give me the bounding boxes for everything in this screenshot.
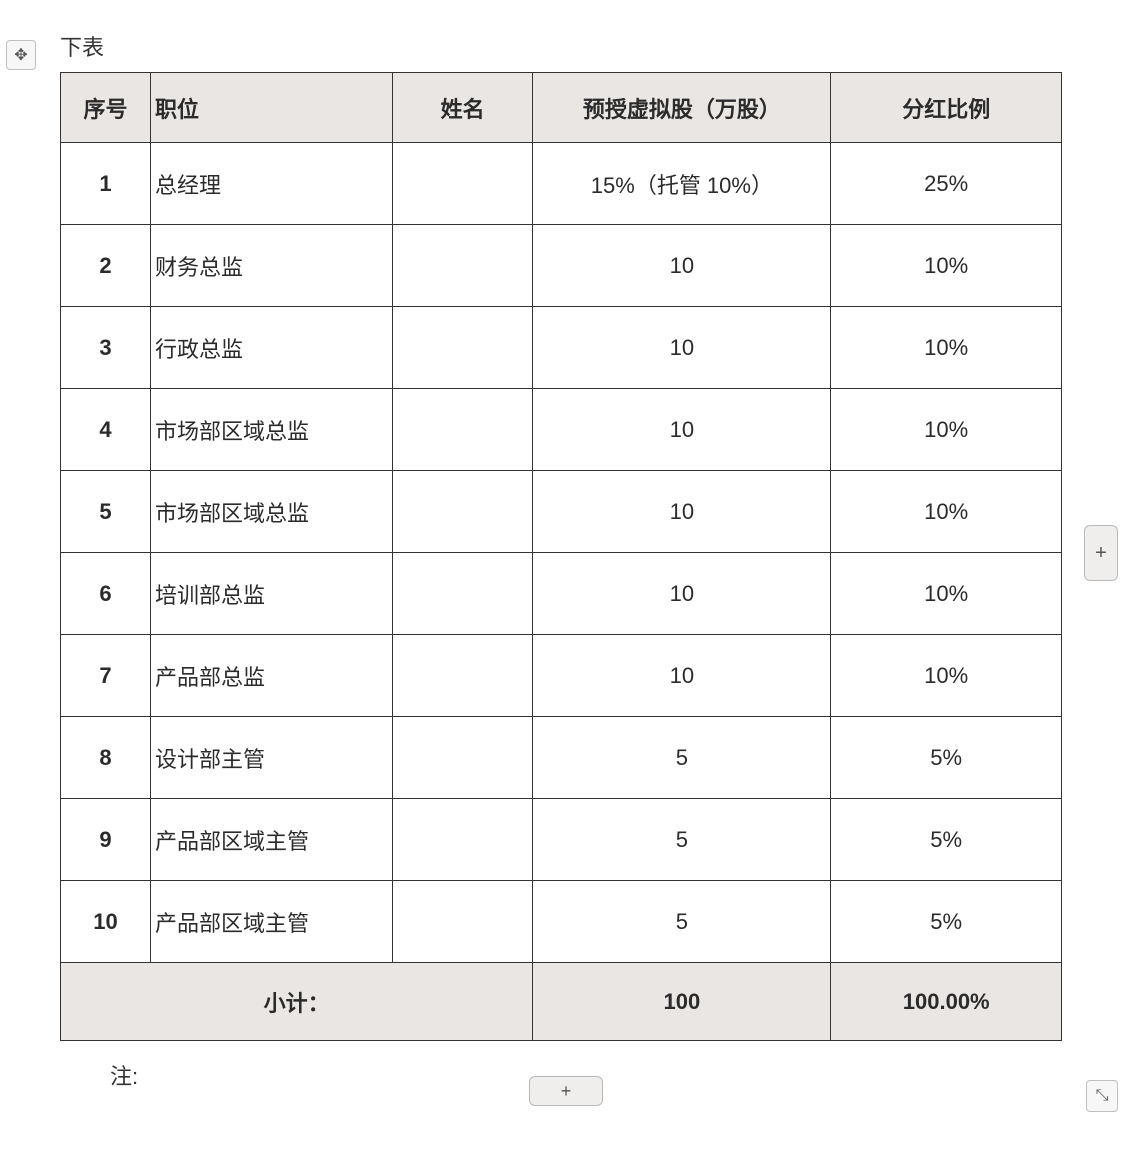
subtotal-shares: 100 [533, 963, 831, 1041]
allocation-table: 序号 职位 姓名 预授虚拟股（万股） 分红比例 1总经理15%（托管 10%）2… [60, 72, 1062, 1041]
table-row: 5市场部区域总监 1010% [61, 471, 1062, 553]
table-row: 1总经理 15%（托管 10%）25% [61, 143, 1062, 225]
cell-shares[interactable]: 10 [533, 307, 831, 389]
cell-name[interactable] [392, 799, 533, 881]
header-seq: 序号 [61, 73, 151, 143]
table-row: 3行政总监 1010% [61, 307, 1062, 389]
cell-ratio[interactable]: 5% [831, 881, 1062, 963]
cell-position[interactable]: 市场部区域总监 [150, 389, 392, 471]
cell-shares[interactable]: 10 [533, 553, 831, 635]
table-row: 7产品部总监 1010% [61, 635, 1062, 717]
cell-ratio[interactable]: 10% [831, 553, 1062, 635]
cell-seq[interactable]: 8 [61, 717, 151, 799]
cell-name[interactable] [392, 307, 533, 389]
cell-name[interactable] [392, 717, 533, 799]
cell-position[interactable]: 产品部区域主管 [150, 881, 392, 963]
cell-position[interactable]: 行政总监 [150, 307, 392, 389]
cell-ratio[interactable]: 10% [831, 389, 1062, 471]
resize-icon: ⤡ [1096, 1087, 1109, 1105]
cell-shares[interactable]: 10 [533, 225, 831, 307]
move-handle-icon[interactable]: ✥ [6, 40, 36, 70]
subtotal-row: 小计：100100.00% [61, 963, 1062, 1041]
cell-ratio[interactable]: 10% [831, 471, 1062, 553]
cell-shares[interactable]: 10 [533, 635, 831, 717]
subtotal-label: 小计： [61, 963, 533, 1041]
cell-ratio[interactable]: 25% [831, 143, 1062, 225]
cell-position[interactable]: 设计部主管 [150, 717, 392, 799]
cell-position[interactable]: 总经理 [150, 143, 392, 225]
cell-name[interactable] [392, 389, 533, 471]
cell-seq[interactable]: 2 [61, 225, 151, 307]
cell-position[interactable]: 产品部总监 [150, 635, 392, 717]
move-icon: ✥ [14, 45, 27, 65]
cell-shares[interactable]: 5 [533, 717, 831, 799]
cell-name[interactable] [392, 471, 533, 553]
table-row: 10产品部区域主管 55% [61, 881, 1062, 963]
cell-name[interactable] [392, 225, 533, 307]
cell-seq[interactable]: 6 [61, 553, 151, 635]
table-row: 6培训部总监 1010% [61, 553, 1062, 635]
cell-ratio[interactable]: 5% [831, 799, 1062, 881]
cell-ratio[interactable]: 10% [831, 225, 1062, 307]
cell-position[interactable]: 培训部总监 [150, 553, 392, 635]
header-row: 序号 职位 姓名 预授虚拟股（万股） 分红比例 [61, 73, 1062, 143]
cell-seq[interactable]: 1 [61, 143, 151, 225]
cell-position[interactable]: 财务总监 [150, 225, 392, 307]
cell-name[interactable] [392, 881, 533, 963]
plus-icon: + [561, 1081, 572, 1102]
add-column-button[interactable]: + [1084, 525, 1118, 581]
cell-name[interactable] [392, 553, 533, 635]
cell-ratio[interactable]: 10% [831, 635, 1062, 717]
cell-seq[interactable]: 5 [61, 471, 151, 553]
cell-name[interactable] [392, 143, 533, 225]
cell-shares[interactable]: 10 [533, 471, 831, 553]
add-row-button[interactable]: + [529, 1076, 603, 1106]
table-container: 序号 职位 姓名 预授虚拟股（万股） 分红比例 1总经理15%（托管 10%）2… [60, 72, 1062, 1041]
resize-handle-icon[interactable]: ⤡ [1086, 1080, 1118, 1112]
heading-text: 下表 [60, 30, 1122, 62]
table-row: 2财务总监 1010% [61, 225, 1062, 307]
cell-shares[interactable]: 5 [533, 881, 831, 963]
cell-shares[interactable]: 5 [533, 799, 831, 881]
cell-name[interactable] [392, 635, 533, 717]
note-label: 注: [110, 1059, 1122, 1091]
cell-position[interactable]: 产品部区域主管 [150, 799, 392, 881]
cell-shares[interactable]: 10 [533, 389, 831, 471]
cell-ratio[interactable]: 5% [831, 717, 1062, 799]
header-shares: 预授虚拟股（万股） [533, 73, 831, 143]
table-row: 4市场部区域总监 1010% [61, 389, 1062, 471]
table-row: 8设计部主管 55% [61, 717, 1062, 799]
header-name: 姓名 [392, 73, 533, 143]
plus-icon: + [1095, 542, 1107, 565]
cell-seq[interactable]: 3 [61, 307, 151, 389]
cell-shares[interactable]: 15%（托管 10%） [533, 143, 831, 225]
header-position: 职位 [150, 73, 392, 143]
subtotal-ratio: 100.00% [831, 963, 1062, 1041]
table-row: 9产品部区域主管 55% [61, 799, 1062, 881]
header-ratio: 分红比例 [831, 73, 1062, 143]
cell-ratio[interactable]: 10% [831, 307, 1062, 389]
cell-position[interactable]: 市场部区域总监 [150, 471, 392, 553]
cell-seq[interactable]: 10 [61, 881, 151, 963]
cell-seq[interactable]: 7 [61, 635, 151, 717]
cell-seq[interactable]: 4 [61, 389, 151, 471]
cell-seq[interactable]: 9 [61, 799, 151, 881]
